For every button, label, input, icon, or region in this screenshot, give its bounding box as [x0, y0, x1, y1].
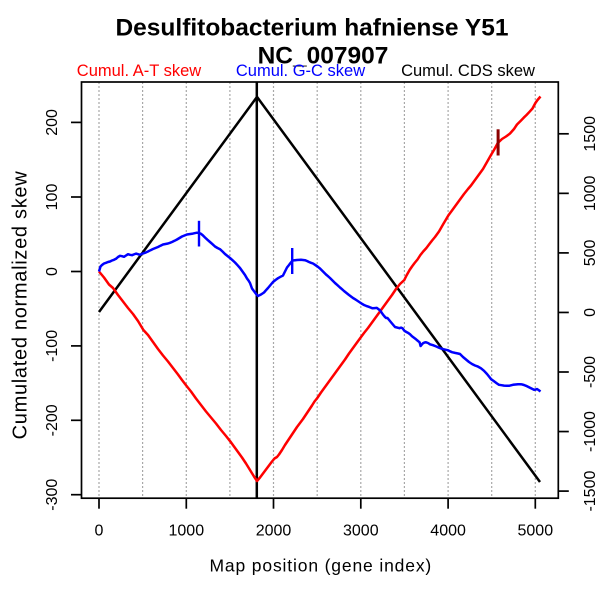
svg-text:-200: -200 [44, 404, 61, 436]
svg-text:Cumul. CDS skew: Cumul. CDS skew [401, 62, 535, 80]
svg-text:-100: -100 [44, 330, 61, 362]
svg-text:0: 0 [582, 308, 599, 317]
svg-text:NC_007907: NC_007907 [258, 42, 389, 69]
svg-text:3000: 3000 [343, 523, 379, 540]
svg-text:1000: 1000 [582, 175, 599, 211]
svg-text:5000: 5000 [518, 523, 554, 540]
svg-text:1000: 1000 [169, 523, 205, 540]
svg-text:4000: 4000 [430, 523, 466, 540]
svg-text:-300: -300 [44, 479, 61, 511]
svg-text:Cumulated normalized skew: Cumulated normalized skew [10, 171, 32, 440]
svg-text:Desulfitobacterium hafniense Y: Desulfitobacterium hafniense Y51 [115, 14, 508, 41]
svg-text:100: 100 [44, 184, 61, 211]
svg-text:Map position (gene index): Map position (gene index) [209, 556, 432, 576]
svg-text:200: 200 [44, 109, 61, 136]
svg-text:0: 0 [95, 523, 104, 540]
svg-text:Cumul. A-T skew: Cumul. A-T skew [77, 62, 201, 80]
svg-text:-1000: -1000 [582, 411, 599, 452]
svg-text:0: 0 [44, 267, 61, 276]
svg-text:-500: -500 [582, 356, 599, 388]
svg-text:Cumul. G-C skew: Cumul. G-C skew [236, 62, 365, 80]
svg-text:-1500: -1500 [582, 471, 599, 512]
svg-text:1500: 1500 [582, 116, 599, 152]
svg-text:500: 500 [582, 239, 599, 266]
svg-text:2000: 2000 [256, 523, 292, 540]
